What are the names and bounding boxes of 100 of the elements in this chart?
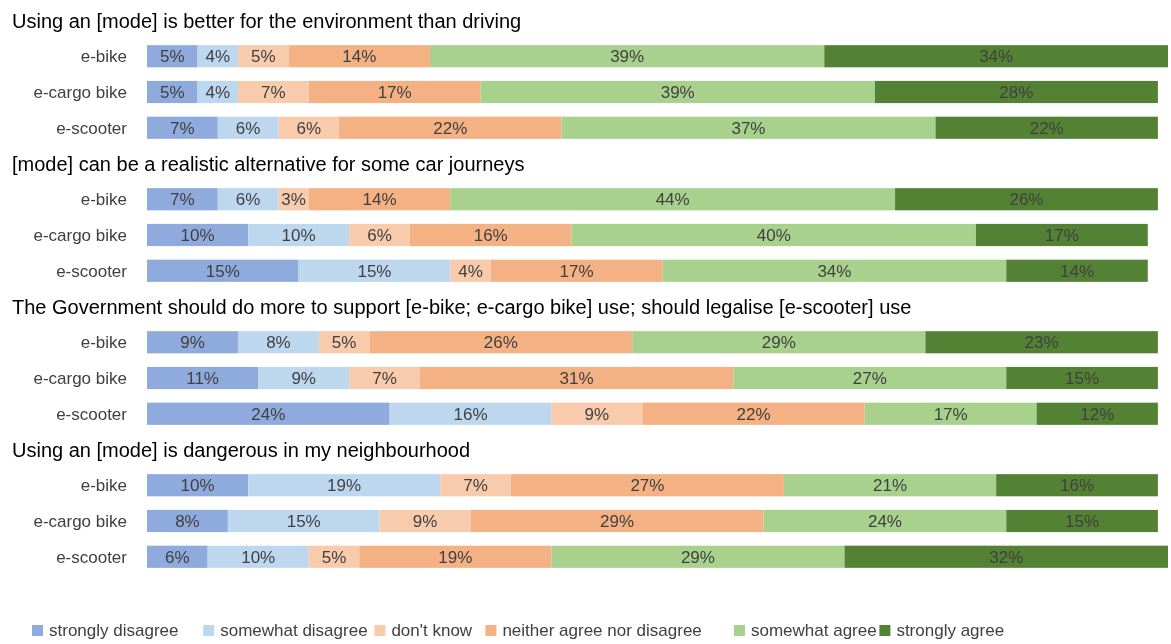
data-label: 28%	[999, 82, 1034, 102]
data-label: 31%	[559, 368, 594, 388]
data-label: 17%	[377, 82, 412, 102]
bar	[147, 509, 228, 533]
bar	[237, 80, 309, 104]
bar	[935, 116, 1158, 139]
data-label: 34%	[979, 47, 1014, 67]
data-label: 23%	[1024, 333, 1059, 353]
data-label: 26%	[1009, 190, 1044, 210]
bar	[824, 45, 1168, 68]
data-label: 5%	[250, 47, 276, 67]
data-label: 15%	[1065, 368, 1100, 388]
bar	[874, 80, 1158, 104]
data-label: 22%	[736, 404, 771, 424]
bar	[430, 45, 825, 68]
bar	[975, 223, 1148, 247]
y-tick-label: e-bike	[80, 333, 127, 353]
legend-label: somewhat disagree	[220, 621, 368, 640]
bar	[1006, 509, 1158, 533]
data-label: 6%	[296, 118, 322, 138]
data-label: 21%	[872, 476, 908, 496]
bar	[298, 259, 451, 282]
bar	[1006, 259, 1148, 282]
data-label: 14%	[1060, 261, 1095, 281]
bar	[864, 402, 1037, 425]
data-label: 16%	[473, 225, 508, 245]
y-tick-label: e-scooter	[56, 404, 128, 424]
data-label: 27%	[852, 368, 887, 388]
y-tick-label: e-cargo bike	[33, 82, 127, 102]
bar	[237, 331, 319, 354]
data-label: 6%	[235, 190, 261, 210]
data-label: 22%	[1029, 118, 1064, 138]
data-label: 40%	[756, 225, 791, 245]
bar	[895, 188, 1158, 211]
data-label: 5%	[331, 333, 357, 353]
bar	[308, 188, 451, 211]
bar	[147, 116, 218, 139]
data-label: 6%	[367, 225, 392, 245]
bar	[925, 331, 1158, 354]
data-label: 32%	[989, 547, 1024, 567]
bar	[571, 223, 976, 247]
bar	[227, 509, 380, 533]
bar	[642, 402, 865, 425]
data-label: 39%	[660, 82, 695, 102]
data-label: 9%	[412, 511, 438, 531]
data-label: 5%	[159, 82, 185, 102]
data-label: 17%	[1044, 225, 1079, 245]
data-label: 7%	[170, 190, 195, 210]
data-label: 4%	[458, 261, 483, 281]
y-tick-label: e-cargo bike	[33, 511, 127, 531]
y-tick-label: e-bike	[80, 190, 127, 210]
data-label: 4%	[205, 82, 231, 102]
bar	[369, 331, 633, 354]
y-tick-label: e-scooter	[56, 118, 128, 138]
data-label: 39%	[610, 47, 645, 67]
data-label: 8%	[175, 511, 200, 531]
bar	[480, 80, 875, 104]
data-label: 37%	[731, 118, 766, 138]
data-label: 6%	[235, 118, 261, 138]
data-label: 8%	[266, 333, 291, 353]
data-label: 14%	[362, 190, 397, 210]
data-label: 29%	[680, 547, 715, 567]
data-label: 10%	[241, 547, 276, 567]
data-label: 3%	[281, 190, 306, 210]
data-label: 16%	[453, 404, 488, 424]
y-tick-label: e-scooter	[56, 261, 128, 281]
bar	[551, 545, 845, 568]
data-label: 14%	[342, 47, 377, 67]
bar	[409, 223, 572, 247]
bar	[662, 259, 1007, 282]
data-label: 17%	[559, 261, 594, 281]
bar	[359, 545, 552, 568]
legend-label: don't know	[391, 621, 473, 640]
y-tick-label: e-cargo bike	[33, 225, 127, 245]
chart-title: The Government should do more to support [e-bike; e-cargo bike] use; should legalise [e-scooter] use	[12, 296, 912, 318]
data-label: 44%	[655, 190, 690, 210]
bar	[419, 366, 734, 390]
bar	[490, 259, 663, 282]
bar	[632, 331, 926, 354]
bar	[510, 474, 784, 497]
data-label: 15%	[357, 261, 392, 281]
data-label: 9%	[584, 404, 610, 424]
y-tick-label: e-bike	[80, 47, 127, 67]
bar	[389, 402, 552, 425]
bar	[763, 509, 1007, 533]
bar	[147, 259, 299, 282]
data-label: 15%	[1065, 511, 1100, 531]
data-label: 24%	[251, 404, 286, 424]
chart-title: Using an [mode] is better for the environment than driving	[12, 10, 522, 32]
data-label: 9%	[180, 333, 205, 353]
data-label: 24%	[867, 511, 902, 531]
data-label: 17%	[933, 404, 968, 424]
bar	[551, 402, 643, 425]
data-label: 10%	[180, 225, 215, 245]
bar	[308, 80, 481, 104]
data-label: 6%	[165, 547, 190, 567]
bar	[450, 188, 896, 211]
data-label: 5%	[321, 547, 347, 567]
legend-label: strongly disagree	[49, 621, 179, 640]
data-label: 34%	[817, 261, 852, 281]
